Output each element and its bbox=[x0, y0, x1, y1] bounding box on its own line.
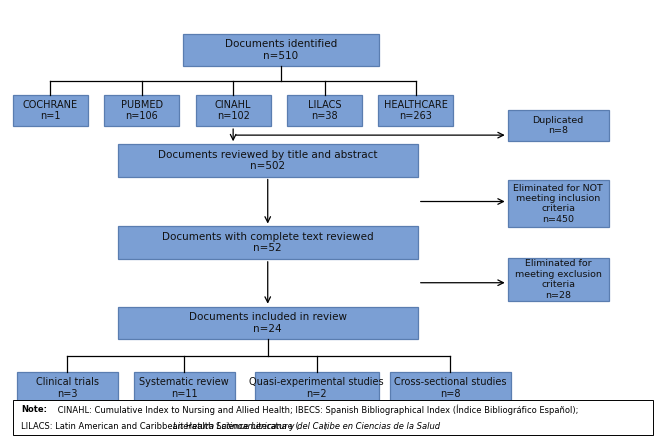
Text: Quasi-experimental studies
n=2: Quasi-experimental studies n=2 bbox=[249, 377, 384, 399]
Text: CINAHL
n=102: CINAHL n=102 bbox=[215, 100, 251, 122]
FancyBboxPatch shape bbox=[507, 110, 609, 141]
Text: Documents identified
n=510: Documents identified n=510 bbox=[224, 39, 337, 61]
FancyBboxPatch shape bbox=[196, 95, 270, 126]
Text: Documents included in review
n=24: Documents included in review n=24 bbox=[188, 312, 347, 334]
Text: LILACS: Latin American and Caribbean Health Science Literature (: LILACS: Latin American and Caribbean Hea… bbox=[21, 422, 299, 431]
Text: Cross-sectional studies
n=8: Cross-sectional studies n=8 bbox=[394, 377, 507, 399]
Text: Eliminated for
meeting exclusion
criteria
n=28: Eliminated for meeting exclusion criteri… bbox=[515, 259, 601, 300]
FancyBboxPatch shape bbox=[13, 400, 653, 435]
Text: Documents reviewed by title and abstract
n=502: Documents reviewed by title and abstract… bbox=[158, 149, 378, 171]
FancyBboxPatch shape bbox=[507, 258, 609, 301]
Text: LILACS
n=38: LILACS n=38 bbox=[308, 100, 341, 122]
FancyBboxPatch shape bbox=[287, 95, 362, 126]
FancyBboxPatch shape bbox=[507, 180, 609, 228]
FancyBboxPatch shape bbox=[183, 34, 379, 66]
Text: Note:: Note: bbox=[21, 405, 47, 414]
Text: Duplicated
n=8: Duplicated n=8 bbox=[533, 116, 584, 135]
Text: PUBMED
n=106: PUBMED n=106 bbox=[121, 100, 163, 122]
Text: ).: ). bbox=[324, 422, 330, 431]
FancyBboxPatch shape bbox=[378, 95, 454, 126]
FancyBboxPatch shape bbox=[118, 144, 418, 177]
FancyBboxPatch shape bbox=[13, 95, 88, 126]
FancyBboxPatch shape bbox=[118, 307, 418, 339]
FancyBboxPatch shape bbox=[254, 372, 379, 404]
Text: Literatura Latinoamericana y del Caribe en Ciencias de la Salud: Literatura Latinoamericana y del Caribe … bbox=[173, 422, 441, 431]
FancyBboxPatch shape bbox=[390, 372, 511, 404]
Text: Systematic review
n=11: Systematic review n=11 bbox=[139, 377, 229, 399]
Text: Documents with complete text reviewed
n=52: Documents with complete text reviewed n=… bbox=[162, 232, 374, 253]
FancyBboxPatch shape bbox=[105, 95, 179, 126]
Text: HEALTHCARE
n=263: HEALTHCARE n=263 bbox=[384, 100, 448, 122]
FancyBboxPatch shape bbox=[118, 226, 418, 259]
Text: Clinical trials
n=3: Clinical trials n=3 bbox=[36, 377, 99, 399]
FancyBboxPatch shape bbox=[134, 372, 235, 404]
Text: COCHRANE
n=1: COCHRANE n=1 bbox=[23, 100, 78, 122]
Text: CINAHL: Cumulative Index to Nursing and Allied Health; IBECS: Spanish Bibliograp: CINAHL: Cumulative Index to Nursing and … bbox=[55, 404, 578, 415]
Text: Eliminated for NOT
meeting inclusion
criteria
n=450: Eliminated for NOT meeting inclusion cri… bbox=[513, 183, 603, 224]
FancyBboxPatch shape bbox=[17, 372, 118, 404]
